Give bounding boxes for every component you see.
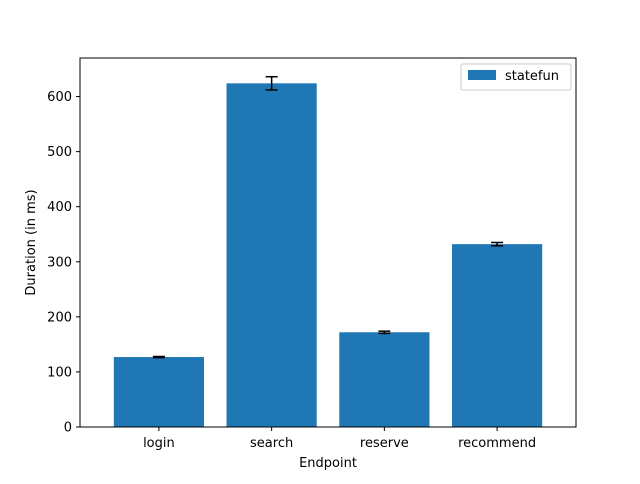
- x-tick-label-recommend: recommend: [458, 436, 536, 451]
- error-bar-search: [265, 75, 278, 91]
- error-bars-group: [152, 75, 504, 359]
- y-tick-label-300: 300: [47, 255, 72, 270]
- bar-reserve: [339, 332, 430, 427]
- x-axis-label: Endpoint: [299, 456, 357, 471]
- x-tick-label-login: login: [143, 436, 175, 451]
- legend: statefun: [460, 63, 572, 91]
- y-tick-label-100: 100: [47, 365, 72, 380]
- bar-login: [113, 357, 204, 427]
- bars-group: [113, 83, 543, 428]
- y-tick-label-200: 200: [47, 310, 72, 325]
- y-tick-label-600: 600: [47, 90, 72, 105]
- legend-swatch: [468, 70, 496, 80]
- x-axis-ticks: login search reserve recommend: [143, 427, 536, 451]
- plot-area-frame: [79, 57, 577, 428]
- bar-recommend: [452, 244, 543, 427]
- y-tick-label-0: 0: [64, 421, 72, 436]
- y-tick-label-400: 400: [47, 200, 72, 215]
- legend-label: statefun: [505, 69, 559, 84]
- y-axis-ticks: 0 100 200 300 400 500 600: [47, 90, 80, 436]
- y-axis-label: Duration (in ms): [24, 189, 39, 295]
- x-tick-label-search: search: [250, 436, 293, 451]
- bar-search: [226, 83, 317, 428]
- error-bar-login: [152, 355, 165, 359]
- error-bar-recommend: [491, 241, 504, 247]
- x-tick-label-reserve: reserve: [360, 436, 409, 451]
- y-tick-label-500: 500: [47, 145, 72, 160]
- error-bar-reserve: [378, 330, 391, 335]
